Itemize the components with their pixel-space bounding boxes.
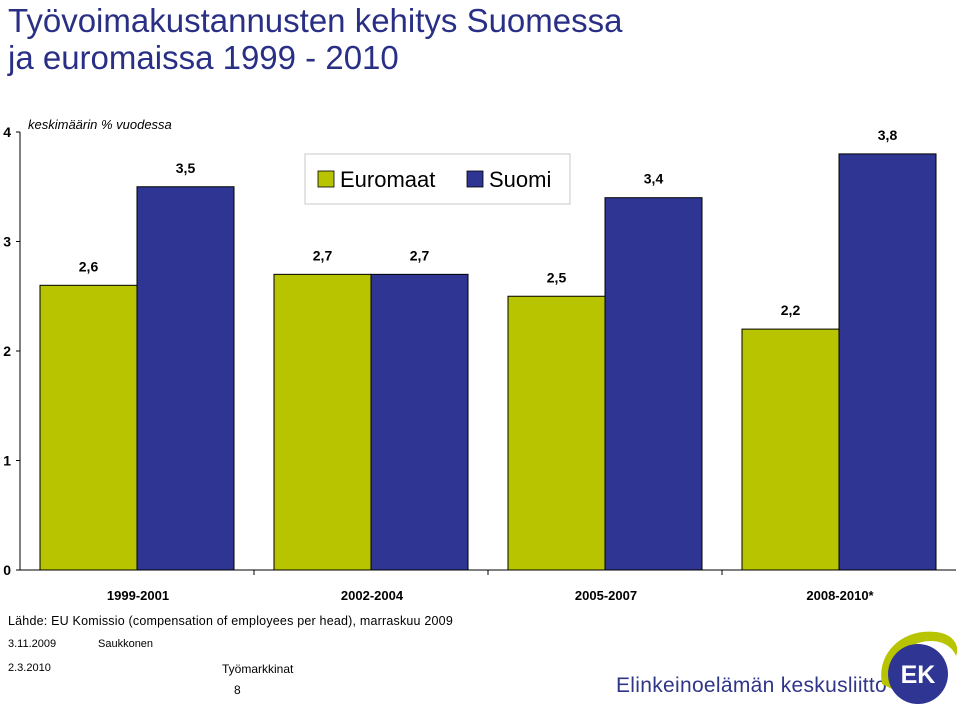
bar-euromaat-1999-2001 [39,284,138,571]
bar-euromaat-2005-2007 [507,295,606,571]
page-title: Työvoimakustannusten kehitys Suomessa ja… [8,2,622,76]
footer-department: Työmarkkinat [222,662,294,676]
title-line-1: Työvoimakustannusten kehitys Suomessa [8,2,623,39]
legend-box [304,153,571,205]
ek-logo: EK [881,631,958,704]
legend-swatch-euromaat [317,170,335,188]
chart-layer: keskimäärin % vuodessa 0 1 2 3 4 2,6 3,5 1999-2… [3,117,956,603]
bar-suomi-2005-2007 [604,197,703,571]
x-tick-label: 1999-2001 [107,588,169,603]
data-label: 2,6 [79,258,99,274]
data-label: 3,4 [644,171,664,187]
chart-subtitle: keskimäärin % vuodessa [28,117,172,132]
bar-euromaat-2002-2004 [273,273,372,571]
bar-euromaat-2008-2010* [741,328,840,571]
data-label: 3,8 [878,127,898,143]
y-tick-label: 4 [3,124,11,140]
bar-suomi-2002-2004 [370,273,469,571]
data-label: 3,5 [176,160,196,176]
y-tick-label: 0 [3,562,11,578]
footer-date-2: 2.3.2010 [8,662,51,674]
bar-suomi-1999-2001 [136,186,235,571]
logo-circle [888,644,948,704]
y-tick-label: 2 [3,343,11,359]
source-note: Lähde: EU Komissio (compensation of empl… [8,614,453,628]
legend-label-euromaat: Euromaat [340,167,435,192]
footer-author: Saukkonen [98,638,154,650]
footer-date-1: 3.11.2009 [8,638,57,650]
x-tick-label: 2008-2010* [806,588,874,603]
bar-suomi-2008-2010* [838,153,937,571]
legend-swatch-suomi [466,170,484,188]
data-label: 2,2 [781,302,801,318]
data-label: 2,7 [410,247,430,263]
x-tick-label: 2005-2007 [575,588,637,603]
data-label: 2,7 [313,247,333,263]
y-tick-label: 1 [3,453,11,469]
legend-label-suomi: Suomi [489,167,551,192]
data-label: 2,5 [547,269,567,285]
legend: Euromaat Suomi [304,153,571,205]
logo-text: EK [901,661,936,689]
x-tick-label: 2002-2004 [341,588,404,603]
brand-name: Elinkeinoelämän keskusliitto [616,674,888,697]
title-line-2: ja euromaissa 1999 - 2010 [8,39,399,76]
y-tick-label: 3 [3,234,11,250]
page-number: 8 [234,683,241,697]
logo-swoosh [881,631,958,692]
